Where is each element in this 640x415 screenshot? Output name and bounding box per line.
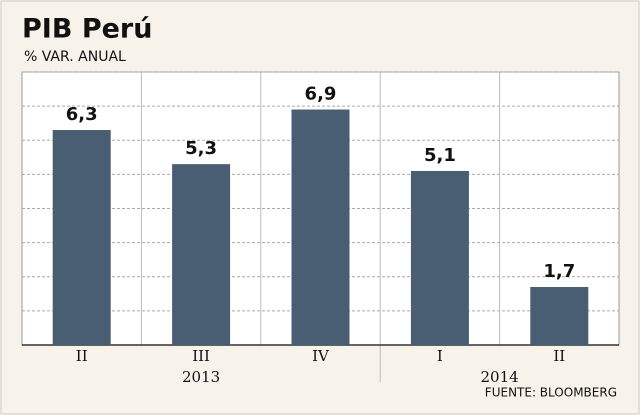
- bar: [291, 109, 350, 345]
- year-label: 2014: [481, 368, 519, 386]
- year-label: 2013: [182, 368, 220, 386]
- bar: [410, 170, 469, 345]
- value-label: 5,1: [424, 145, 456, 166]
- source: FUENTE: BLOOMBERG: [485, 386, 617, 400]
- chart-title: PIB Perú: [22, 14, 152, 45]
- value-label: 6,9: [305, 84, 337, 105]
- value-label: 6,3: [66, 104, 98, 125]
- x-tick-label: IV: [312, 347, 330, 365]
- value-label: 5,3: [185, 138, 217, 159]
- value-label: 1,7: [543, 261, 575, 282]
- bar: [52, 130, 111, 345]
- x-tick-label: II: [76, 347, 88, 365]
- x-tick-label: II: [553, 347, 565, 365]
- chart-subtitle: % VAR. ANUAL: [24, 49, 126, 65]
- bar: [530, 286, 589, 345]
- x-tick-label: III: [192, 347, 210, 365]
- bar: [172, 164, 231, 345]
- x-tick-label: I: [437, 347, 443, 365]
